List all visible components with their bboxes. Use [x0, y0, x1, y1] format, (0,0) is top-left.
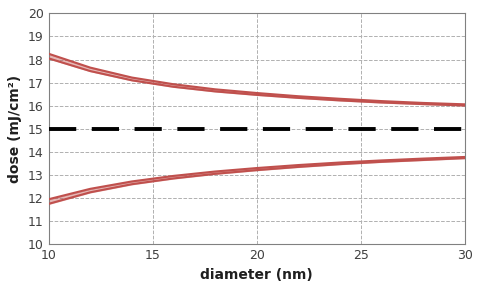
Y-axis label: dose (mJ/cm²): dose (mJ/cm²)	[8, 75, 22, 183]
X-axis label: diameter (nm): diameter (nm)	[200, 268, 312, 282]
